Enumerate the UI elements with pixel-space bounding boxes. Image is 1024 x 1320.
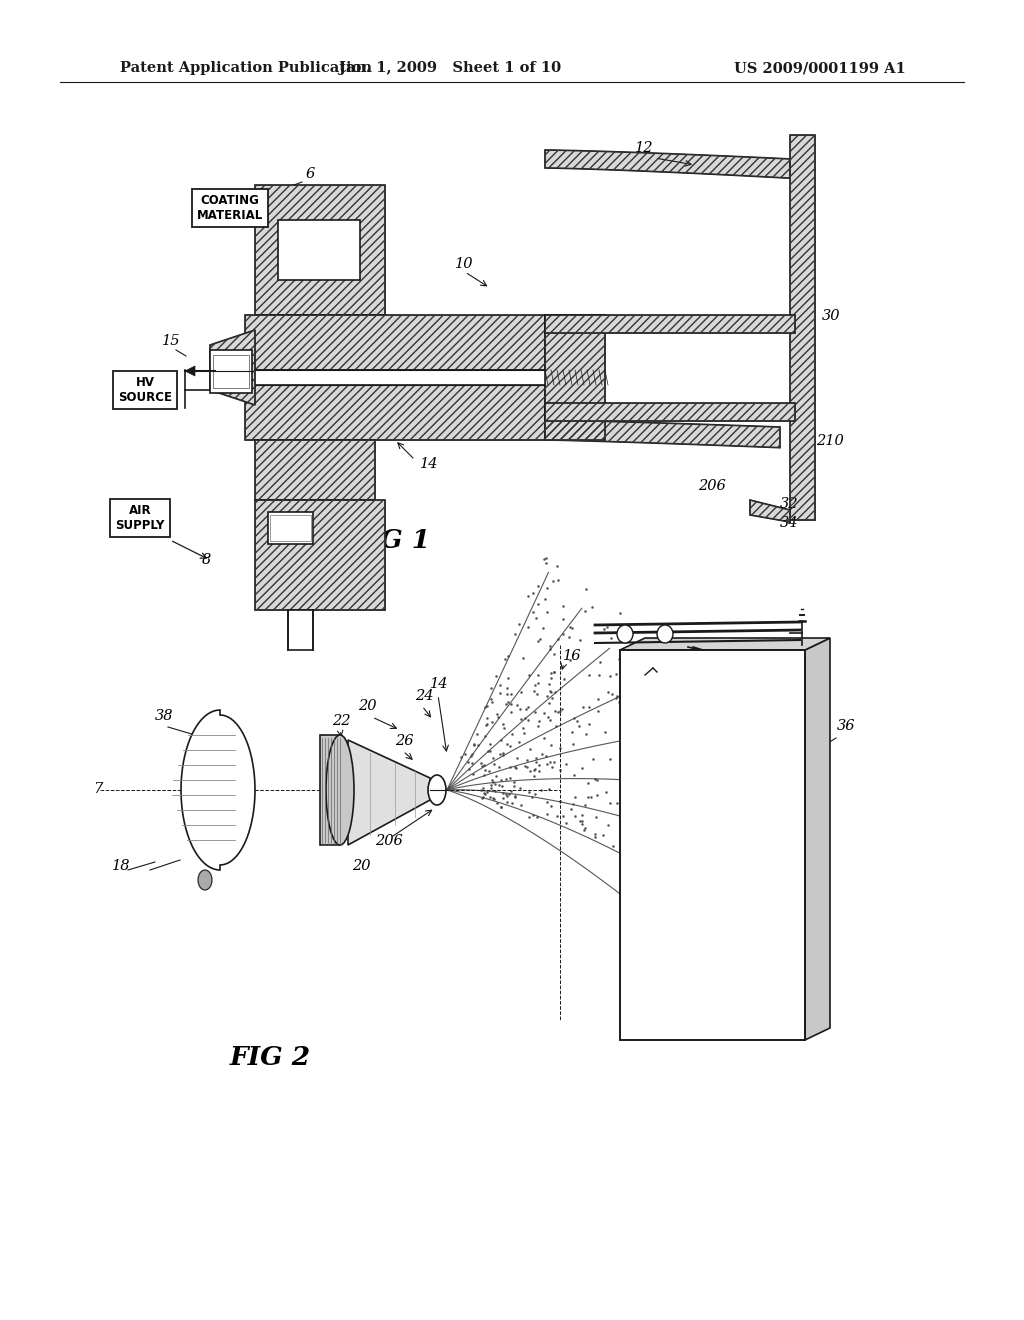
Polygon shape: [750, 500, 790, 521]
Polygon shape: [255, 185, 385, 315]
Bar: [268, 512, 313, 544]
Bar: [213, 355, 249, 388]
Text: AIR
SUPPLY: AIR SUPPLY: [116, 504, 165, 532]
Text: FIG 1: FIG 1: [349, 528, 430, 553]
Polygon shape: [255, 440, 375, 500]
Text: 30: 30: [822, 309, 841, 323]
Polygon shape: [545, 403, 795, 421]
Bar: [210, 350, 252, 393]
Polygon shape: [210, 330, 255, 405]
Text: US 2009/0001199 A1: US 2009/0001199 A1: [734, 61, 906, 75]
Polygon shape: [620, 649, 805, 1040]
Ellipse shape: [326, 735, 354, 845]
Ellipse shape: [198, 870, 212, 890]
Polygon shape: [348, 741, 430, 845]
Text: Patent Application Publication: Patent Application Publication: [120, 61, 372, 75]
Polygon shape: [181, 710, 255, 870]
Polygon shape: [620, 638, 830, 649]
Text: 206: 206: [698, 479, 726, 492]
Polygon shape: [790, 135, 815, 520]
Bar: [278, 220, 360, 280]
Text: 20: 20: [358, 700, 377, 713]
Text: 10: 10: [455, 257, 473, 271]
Text: 34: 34: [780, 516, 799, 531]
Text: 38: 38: [155, 709, 173, 723]
Text: 14: 14: [430, 677, 449, 690]
Text: 16: 16: [563, 649, 582, 663]
Polygon shape: [245, 385, 545, 440]
Polygon shape: [185, 366, 195, 376]
Text: FIG 2: FIG 2: [229, 1045, 310, 1071]
Text: 6: 6: [306, 168, 315, 181]
Text: 26: 26: [395, 734, 414, 748]
Polygon shape: [545, 315, 795, 333]
Polygon shape: [545, 420, 780, 447]
Text: 206: 206: [375, 834, 402, 847]
Text: 22: 22: [332, 714, 350, 729]
Bar: [319, 735, 340, 845]
Polygon shape: [545, 315, 605, 440]
Text: 18: 18: [112, 859, 130, 873]
Text: 24: 24: [415, 689, 433, 704]
Text: 12: 12: [635, 141, 653, 154]
Bar: [288, 610, 313, 649]
Ellipse shape: [428, 775, 446, 805]
Polygon shape: [255, 500, 385, 610]
Ellipse shape: [617, 624, 633, 643]
Text: 8: 8: [202, 553, 211, 568]
Ellipse shape: [657, 624, 673, 643]
Text: 7: 7: [93, 781, 102, 796]
Bar: [245, 370, 545, 385]
Polygon shape: [805, 638, 830, 1040]
Text: 36: 36: [837, 719, 855, 733]
Bar: [270, 515, 311, 541]
Polygon shape: [245, 315, 545, 370]
Text: Jan. 1, 2009   Sheet 1 of 10: Jan. 1, 2009 Sheet 1 of 10: [339, 61, 561, 75]
Text: 32: 32: [780, 498, 799, 511]
Text: HV
SOURCE: HV SOURCE: [118, 376, 172, 404]
Text: COATING
MATERIAL: COATING MATERIAL: [197, 194, 263, 222]
Polygon shape: [545, 150, 790, 178]
Text: 210: 210: [816, 434, 844, 447]
Text: 20: 20: [352, 859, 371, 873]
Text: 14: 14: [420, 457, 438, 471]
Text: 15: 15: [162, 334, 180, 348]
